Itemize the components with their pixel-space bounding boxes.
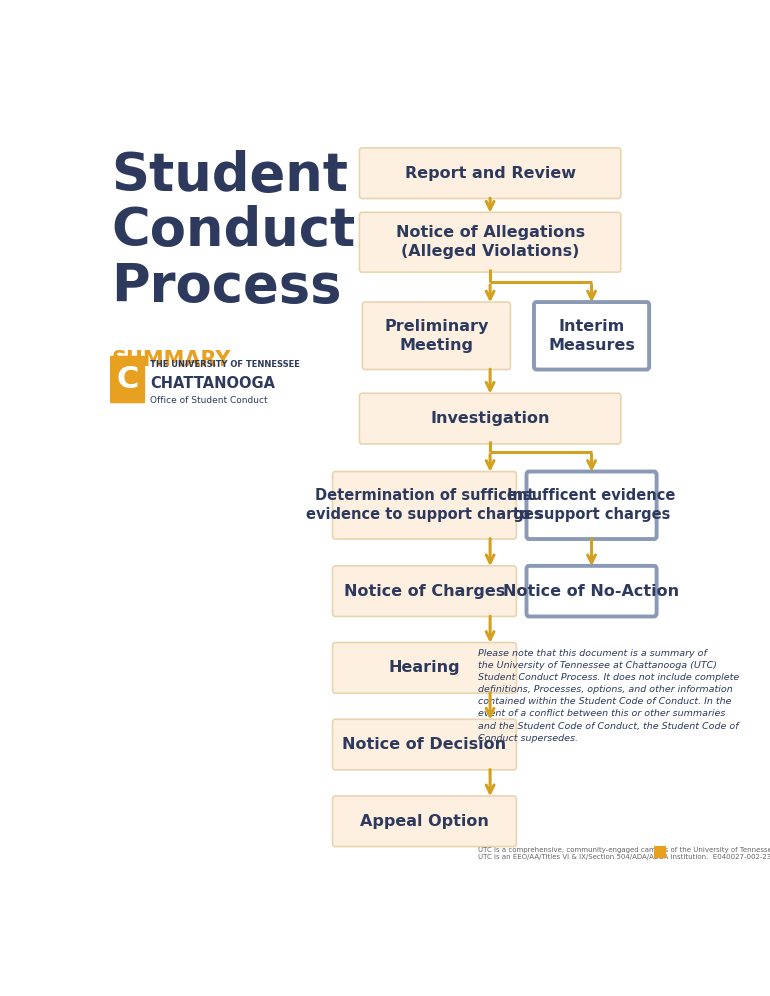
Text: Office of Student Conduct: Office of Student Conduct <box>150 395 268 404</box>
FancyBboxPatch shape <box>333 642 517 693</box>
Text: Notice of Decision: Notice of Decision <box>343 737 507 752</box>
Text: Hearing: Hearing <box>389 660 460 675</box>
Text: Preliminary
Meeting: Preliminary Meeting <box>384 319 489 353</box>
Text: Appeal Option: Appeal Option <box>360 814 489 829</box>
Text: Student
Conduct
Process: Student Conduct Process <box>111 150 356 313</box>
Bar <box>654 846 666 859</box>
FancyBboxPatch shape <box>360 212 621 272</box>
FancyBboxPatch shape <box>527 471 657 539</box>
Text: THE UNIVERSITY OF TENNESSEE: THE UNIVERSITY OF TENNESSEE <box>150 361 300 370</box>
Text: Interim
Measures: Interim Measures <box>548 319 635 353</box>
Text: Notice of Allegations
(Alleged Violations): Notice of Allegations (Alleged Violation… <box>396 225 584 259</box>
Text: SUMMARY: SUMMARY <box>111 350 231 370</box>
Text: Insufficent evidence
to support charges: Insufficent evidence to support charges <box>507 488 676 522</box>
FancyBboxPatch shape <box>110 356 146 403</box>
Text: C: C <box>116 365 139 394</box>
FancyBboxPatch shape <box>333 471 517 539</box>
Text: CHATTANOOGA: CHATTANOOGA <box>150 375 275 390</box>
Text: Notice of Charges: Notice of Charges <box>344 584 505 599</box>
Text: Determination of sufficent
evidence to support charges: Determination of sufficent evidence to s… <box>306 488 543 522</box>
FancyBboxPatch shape <box>534 302 649 370</box>
FancyBboxPatch shape <box>333 566 517 617</box>
FancyBboxPatch shape <box>333 719 517 770</box>
FancyBboxPatch shape <box>360 393 621 444</box>
FancyBboxPatch shape <box>360 147 621 198</box>
Text: Report and Review: Report and Review <box>404 165 576 180</box>
Text: UTC is a comprehensive, community-engaged campus of the University of Tennessee : UTC is a comprehensive, community-engage… <box>478 847 770 861</box>
Text: Please note that this document is a summary of
the University of Tennessee at Ch: Please note that this document is a summ… <box>478 648 739 743</box>
Text: Notice of No-Action: Notice of No-Action <box>504 584 680 599</box>
FancyBboxPatch shape <box>363 302 511 370</box>
FancyBboxPatch shape <box>333 796 517 847</box>
Text: Investigation: Investigation <box>430 411 550 426</box>
FancyBboxPatch shape <box>527 566 657 617</box>
